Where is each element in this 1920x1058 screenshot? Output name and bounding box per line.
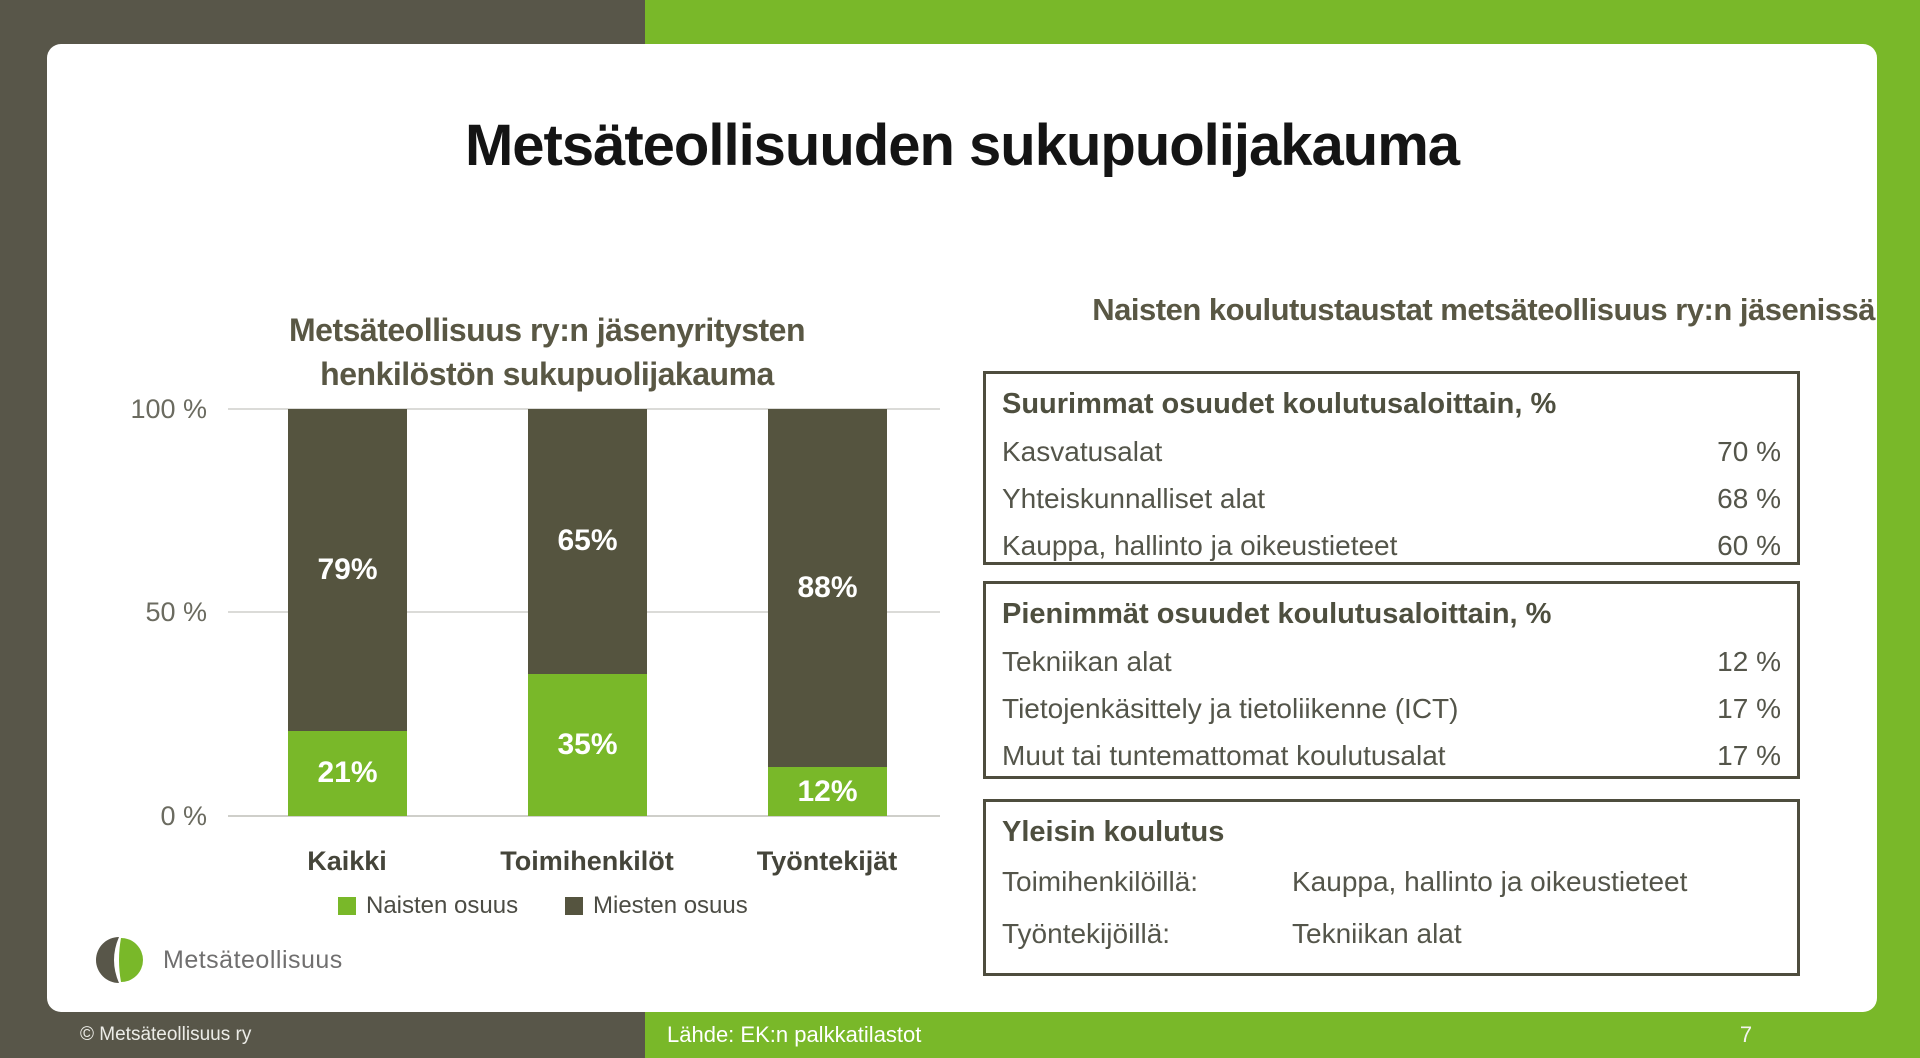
bar-kaikki: 21% 79%	[288, 409, 407, 816]
row-value: Tekniikan alat	[1292, 918, 1462, 949]
box2-title: Pienimmät osuudet koulutusaloittain, %	[1002, 597, 1552, 630]
row-value: 12 %	[1717, 645, 1781, 677]
table-row: Kasvatusalat 70 %	[1002, 428, 1781, 475]
page-number: 7	[1739, 1022, 1753, 1047]
legend-swatch-naisten	[338, 897, 356, 915]
row-label: Työntekijöillä:	[1002, 918, 1171, 949]
row-label: Toimihenkilöillä:	[1002, 866, 1199, 897]
legend-item-miesten: Miesten osuus	[565, 892, 748, 919]
footer-source: Lähde: EK:n palkkatilastot	[667, 1022, 922, 1047]
y-tick-100: 100 %	[130, 394, 207, 424]
bar-toimihenkilot-women-label: 35%	[557, 727, 618, 761]
row-value: 17 %	[1717, 692, 1781, 724]
legend-swatch-miesten	[565, 897, 583, 915]
bar-kaikki-women-segment: 21%	[288, 730, 407, 816]
slide-title: Metsäteollisuuden sukupuolijakauma	[464, 113, 1460, 178]
bar-tyontekijat-women-label: 12%	[797, 774, 858, 808]
table-row: Muut tai tuntemattomat koulutusalat 17 %	[1002, 732, 1781, 779]
bar-toimihenkilot-women-segment: 35%	[528, 673, 647, 816]
bar-toimihenkilot-men-segment: 65%	[528, 409, 647, 674]
row-value: 17 %	[1717, 739, 1781, 771]
row-value: 70 %	[1717, 435, 1781, 467]
box-pienimmat-osuudet: Pienimmät osuudet koulutusaloittain, % T…	[983, 581, 1800, 779]
table-row: Tekniikan alat 12 %	[1002, 638, 1781, 685]
bar-kaikki-men-segment: 79%	[288, 409, 407, 731]
bar-kaikki-women-label: 21%	[317, 756, 378, 790]
x-axis-line	[228, 815, 940, 817]
legend-label-naisten: Naisten osuus	[366, 892, 519, 919]
x-tick-tyontekijat: Työntekijät	[756, 846, 898, 876]
x-tick-kaikki: Kaikki	[307, 846, 387, 876]
footer-copyright: © Metsäteollisuus ry	[80, 1024, 252, 1045]
bar-tyontekijat-men-segment: 88%	[768, 409, 887, 768]
table-row: Tietojenkäsittely ja tietoliikenne (ICT)…	[1002, 685, 1781, 732]
row-value: Kauppa, hallinto ja oikeustieteet	[1292, 866, 1688, 897]
box3-title: Yleisin koulutus	[1002, 815, 1225, 848]
row-label: Tekniikan alat	[1002, 645, 1172, 677]
row-label: Muut tai tuntemattomat koulutusalat	[1002, 739, 1446, 771]
chart-title-line1: Metsäteollisuus ry:n jäsenyritysten	[288, 312, 806, 348]
y-tick-50: 50 %	[145, 597, 207, 627]
row-label: Kasvatusalat	[1002, 435, 1163, 467]
row-label: Kauppa, hallinto ja oikeustieteet	[1002, 529, 1398, 561]
x-tick-toimihenkilot: Toimihenkilöt	[500, 846, 674, 876]
gridline-100	[228, 408, 940, 410]
chart-title: Metsäteollisuus ry:n jäsenyritysten henk…	[247, 308, 847, 396]
bar-tyontekijat-men-label: 88%	[797, 571, 858, 605]
table-row: Työntekijöillä: Tekniikan alat	[1002, 908, 1781, 960]
metsateollisuus-logo: Metsäteollisuus	[95, 936, 343, 984]
metsateollisuus-logo-icon	[96, 937, 143, 983]
bar-toimihenkilot-men-label: 65%	[557, 524, 618, 558]
y-tick-0: 0 %	[160, 801, 207, 831]
row-value: 60 %	[1717, 529, 1781, 561]
right-panel-heading: Naisten koulutustaustat metsäteollisuus …	[1092, 292, 1875, 327]
row-label: Yhteiskunnalliset alat	[1002, 482, 1266, 514]
box1-title: Suurimmat osuudet koulutusaloittain, %	[1002, 387, 1557, 420]
chart-title-line2: henkilöstön sukupuolijakauma	[320, 356, 774, 392]
bar-kaikki-men-label: 79%	[317, 552, 378, 586]
logo-text: Metsäteollisuus	[163, 945, 343, 974]
bar-toimihenkilot: 35% 65%	[528, 409, 647, 816]
bar-tyontekijat: 12% 88%	[768, 409, 887, 816]
row-label: Tietojenkäsittely ja tietoliikenne (ICT)	[1002, 692, 1459, 724]
row-value: 68 %	[1717, 482, 1781, 514]
table-row: Yhteiskunnalliset alat 68 %	[1002, 475, 1781, 522]
legend-label-miesten: Miesten osuus	[593, 892, 748, 919]
table-row: Kauppa, hallinto ja oikeustieteet 60 %	[1002, 522, 1781, 569]
box-yleisin-koulutus: Yleisin koulutus Toimihenkilöillä: Kaupp…	[983, 799, 1800, 976]
legend-item-naisten: Naisten osuus	[338, 892, 519, 919]
box-suurimmat-osuudet: Suurimmat osuudet koulutusaloittain, % K…	[983, 371, 1800, 565]
bar-tyontekijat-women-segment: 12%	[768, 767, 887, 816]
table-row: Toimihenkilöillä: Kauppa, hallinto ja oi…	[1002, 856, 1781, 908]
